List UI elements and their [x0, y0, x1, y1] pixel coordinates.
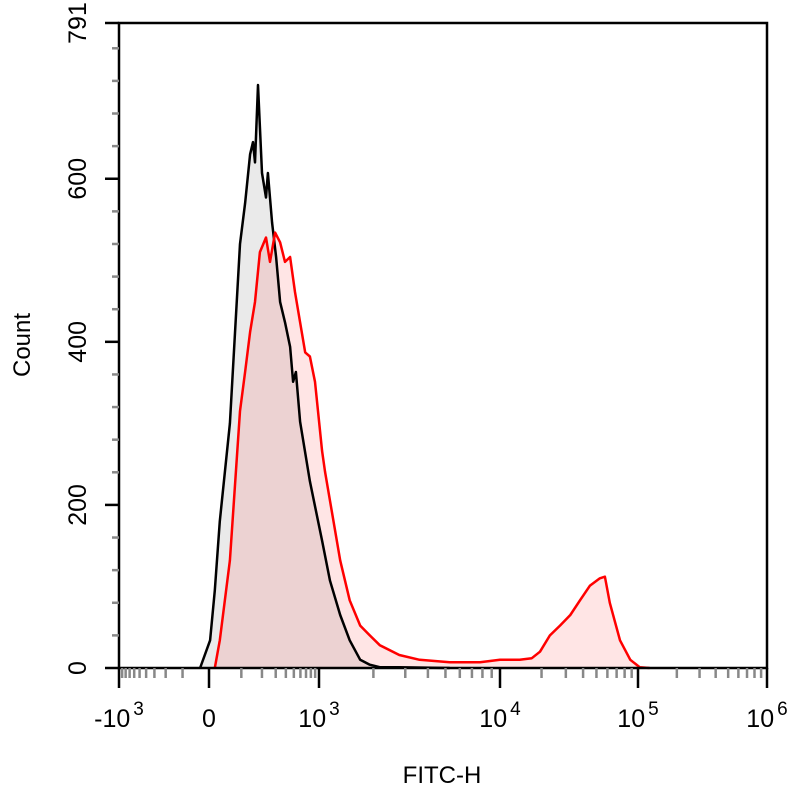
x-tick-label: -10 3: [94, 699, 144, 733]
y-tick-label: 200: [64, 484, 92, 526]
y-tick-label: 400: [64, 321, 92, 363]
x-tick-label: 0: [202, 705, 216, 733]
series-1-line: [198, 83, 450, 670]
series-2-line: [213, 231, 650, 670]
series-lines: [198, 83, 650, 670]
x-tick-label: 10 3: [298, 699, 339, 733]
series-1-fill: [200, 85, 450, 668]
plot-frame: [117, 21, 769, 670]
x-tick-label: 10 4: [479, 699, 521, 733]
y-tick-label: 791: [64, 2, 92, 44]
y-tick-label: 600: [64, 158, 92, 200]
series-2-fill: [214, 232, 650, 668]
y-axis-ticks: 0 200 400 600 791: [64, 2, 119, 675]
x-tick-label: 10 6: [746, 699, 787, 733]
y-tick-label: 0: [64, 661, 92, 675]
y-axis-title: Count: [9, 313, 36, 377]
series-fills: [200, 85, 650, 668]
x-axis-title: FITC-H: [403, 762, 482, 789]
x-axis-ticks: -10 3 0 10 3 10 4 10 5 10 6: [94, 668, 788, 733]
x-tick-label: 10 5: [617, 699, 658, 733]
